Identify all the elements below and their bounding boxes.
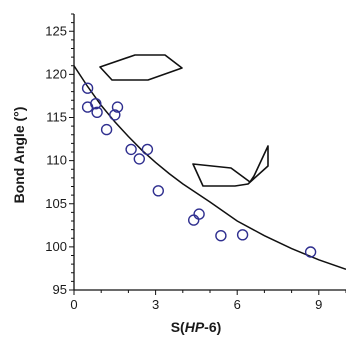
- y-axis-title: Bond Angle (°): [11, 107, 27, 204]
- y-tick-label: 105: [45, 196, 67, 211]
- y-tick-label: 115: [46, 110, 67, 125]
- y-tick-label: 125: [45, 23, 67, 38]
- x-axis-title: S(HP-6): [171, 319, 222, 335]
- data-point-9: [133, 153, 146, 165]
- data-point-5: [100, 123, 113, 136]
- x-tick-label: 9: [315, 297, 322, 312]
- data-point-7: [111, 101, 124, 113]
- x-axis-title-part: -6): [204, 319, 221, 335]
- data-point-13: [193, 208, 205, 220]
- half-chair-conformer-icon: [192, 145, 269, 187]
- data-point-1: [81, 82, 94, 94]
- data-point-6: [109, 109, 121, 121]
- planar-hexagon-icon: [99, 54, 183, 81]
- conformer-illustrations: [99, 54, 269, 187]
- y-tick-label: 110: [46, 153, 67, 168]
- data-point-16: [304, 246, 317, 258]
- data-point-10: [141, 143, 154, 156]
- x-tick-label: 0: [70, 297, 77, 312]
- data-point-12: [187, 214, 200, 226]
- y-tick-label: 120: [45, 66, 67, 81]
- x-tick-label: 3: [152, 297, 159, 312]
- y-tick-label: 95: [53, 282, 67, 297]
- fit-curve: [73, 65, 346, 271]
- x-axis-title-part: HP: [185, 319, 205, 335]
- data-point-11: [152, 185, 165, 197]
- data-point-3: [90, 97, 102, 110]
- data-point-14: [215, 229, 227, 242]
- x-tick-label: 6: [234, 297, 241, 312]
- data-point-8: [125, 143, 137, 156]
- x-axis-title-part: S(: [171, 319, 185, 335]
- y-tick-label: 100: [45, 239, 67, 254]
- data-point-4: [91, 106, 103, 119]
- data-point-15: [236, 229, 249, 241]
